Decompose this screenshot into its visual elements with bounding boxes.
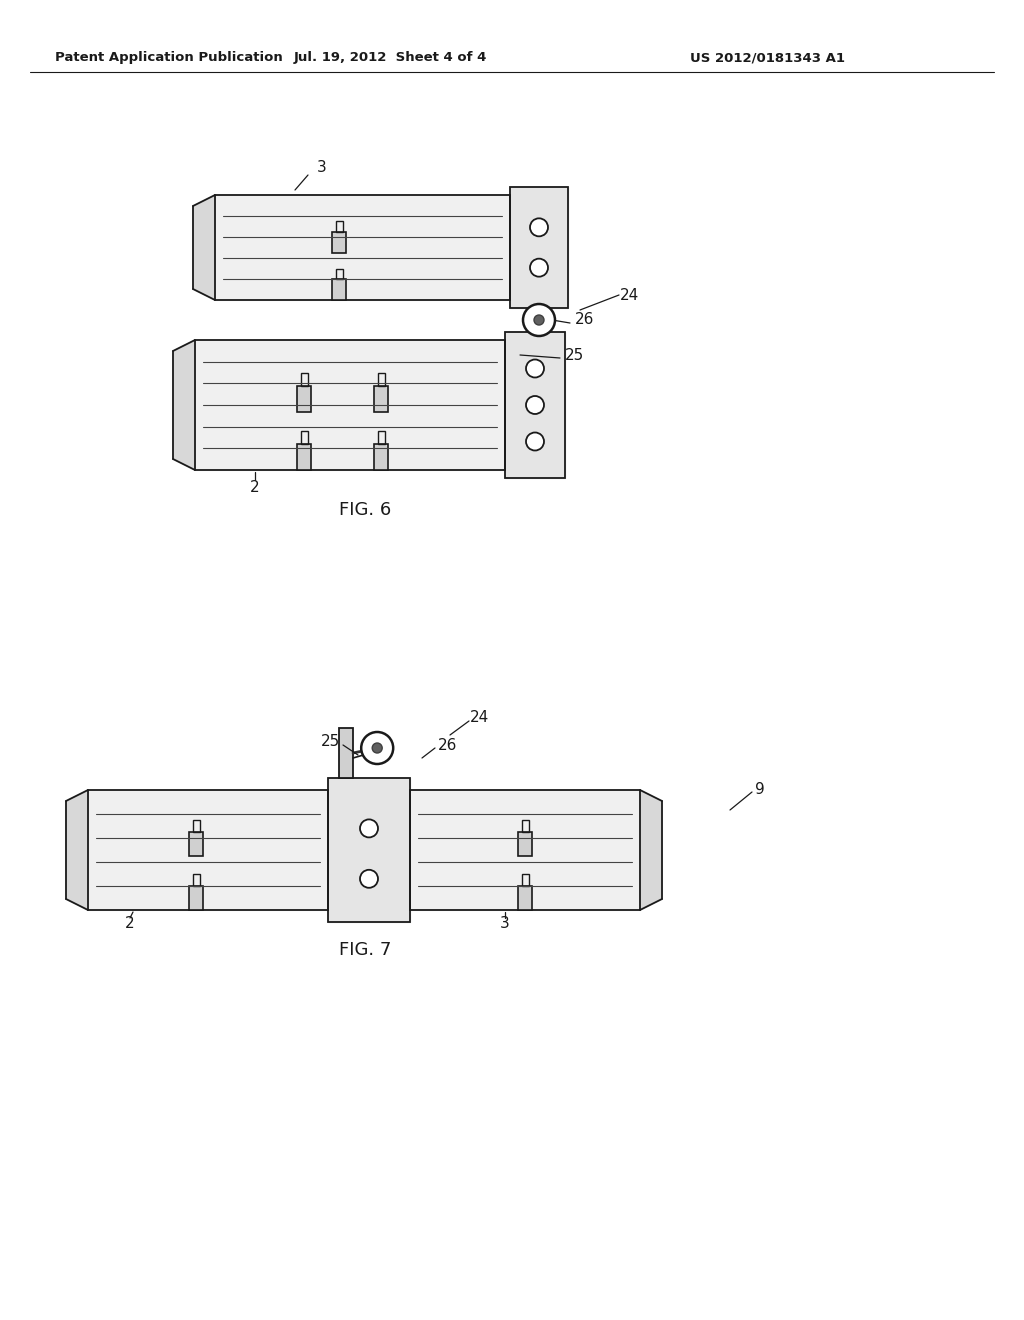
- Bar: [505, 333, 565, 478]
- Bar: [332, 232, 346, 252]
- Text: US 2012/0181343 A1: US 2012/0181343 A1: [690, 51, 845, 65]
- Bar: [510, 187, 568, 308]
- Circle shape: [360, 820, 378, 837]
- Bar: [297, 444, 310, 470]
- Text: 3: 3: [317, 161, 327, 176]
- Bar: [374, 385, 388, 412]
- Bar: [215, 195, 510, 300]
- Polygon shape: [510, 187, 568, 308]
- Text: 3: 3: [500, 916, 510, 932]
- Bar: [297, 385, 310, 412]
- Circle shape: [530, 218, 548, 236]
- Polygon shape: [215, 195, 510, 300]
- Bar: [518, 832, 532, 855]
- Text: 2: 2: [250, 479, 260, 495]
- Polygon shape: [410, 789, 640, 909]
- Polygon shape: [173, 341, 195, 470]
- Bar: [530, 308, 548, 333]
- Bar: [374, 444, 388, 470]
- Bar: [189, 886, 203, 909]
- Polygon shape: [640, 789, 662, 909]
- Polygon shape: [66, 789, 88, 909]
- Bar: [300, 372, 307, 385]
- Circle shape: [372, 743, 382, 752]
- Circle shape: [530, 259, 548, 277]
- Text: FIG. 7: FIG. 7: [339, 941, 391, 960]
- Text: 26: 26: [438, 738, 458, 752]
- Text: 24: 24: [620, 288, 639, 302]
- Polygon shape: [88, 789, 328, 909]
- Bar: [189, 832, 203, 855]
- Polygon shape: [195, 341, 505, 470]
- Text: 9: 9: [755, 783, 765, 797]
- Text: 2: 2: [125, 916, 135, 932]
- Bar: [339, 729, 353, 777]
- Bar: [518, 886, 532, 909]
- Circle shape: [523, 304, 555, 337]
- Text: Patent Application Publication: Patent Application Publication: [55, 51, 283, 65]
- Circle shape: [526, 433, 544, 450]
- Bar: [88, 789, 328, 909]
- Text: FIG. 6: FIG. 6: [339, 502, 391, 519]
- Text: 25: 25: [565, 347, 585, 363]
- Polygon shape: [328, 777, 410, 921]
- Bar: [300, 432, 307, 444]
- Polygon shape: [505, 333, 565, 478]
- Bar: [410, 789, 640, 909]
- Bar: [328, 777, 410, 921]
- Bar: [193, 874, 200, 886]
- Bar: [193, 820, 200, 832]
- Circle shape: [361, 733, 393, 764]
- Circle shape: [526, 396, 544, 414]
- Circle shape: [526, 359, 544, 378]
- Bar: [378, 432, 385, 444]
- Text: Jul. 19, 2012  Sheet 4 of 4: Jul. 19, 2012 Sheet 4 of 4: [293, 51, 486, 65]
- Bar: [336, 268, 343, 279]
- Bar: [195, 341, 505, 470]
- Circle shape: [534, 315, 544, 325]
- Bar: [522, 874, 529, 886]
- Text: 25: 25: [321, 734, 340, 750]
- Circle shape: [360, 870, 378, 888]
- Bar: [378, 372, 385, 385]
- Bar: [332, 279, 346, 300]
- Polygon shape: [193, 195, 215, 300]
- Polygon shape: [530, 308, 548, 333]
- Bar: [336, 222, 343, 232]
- Text: 26: 26: [575, 313, 594, 327]
- Text: 24: 24: [470, 710, 489, 726]
- Bar: [522, 820, 529, 832]
